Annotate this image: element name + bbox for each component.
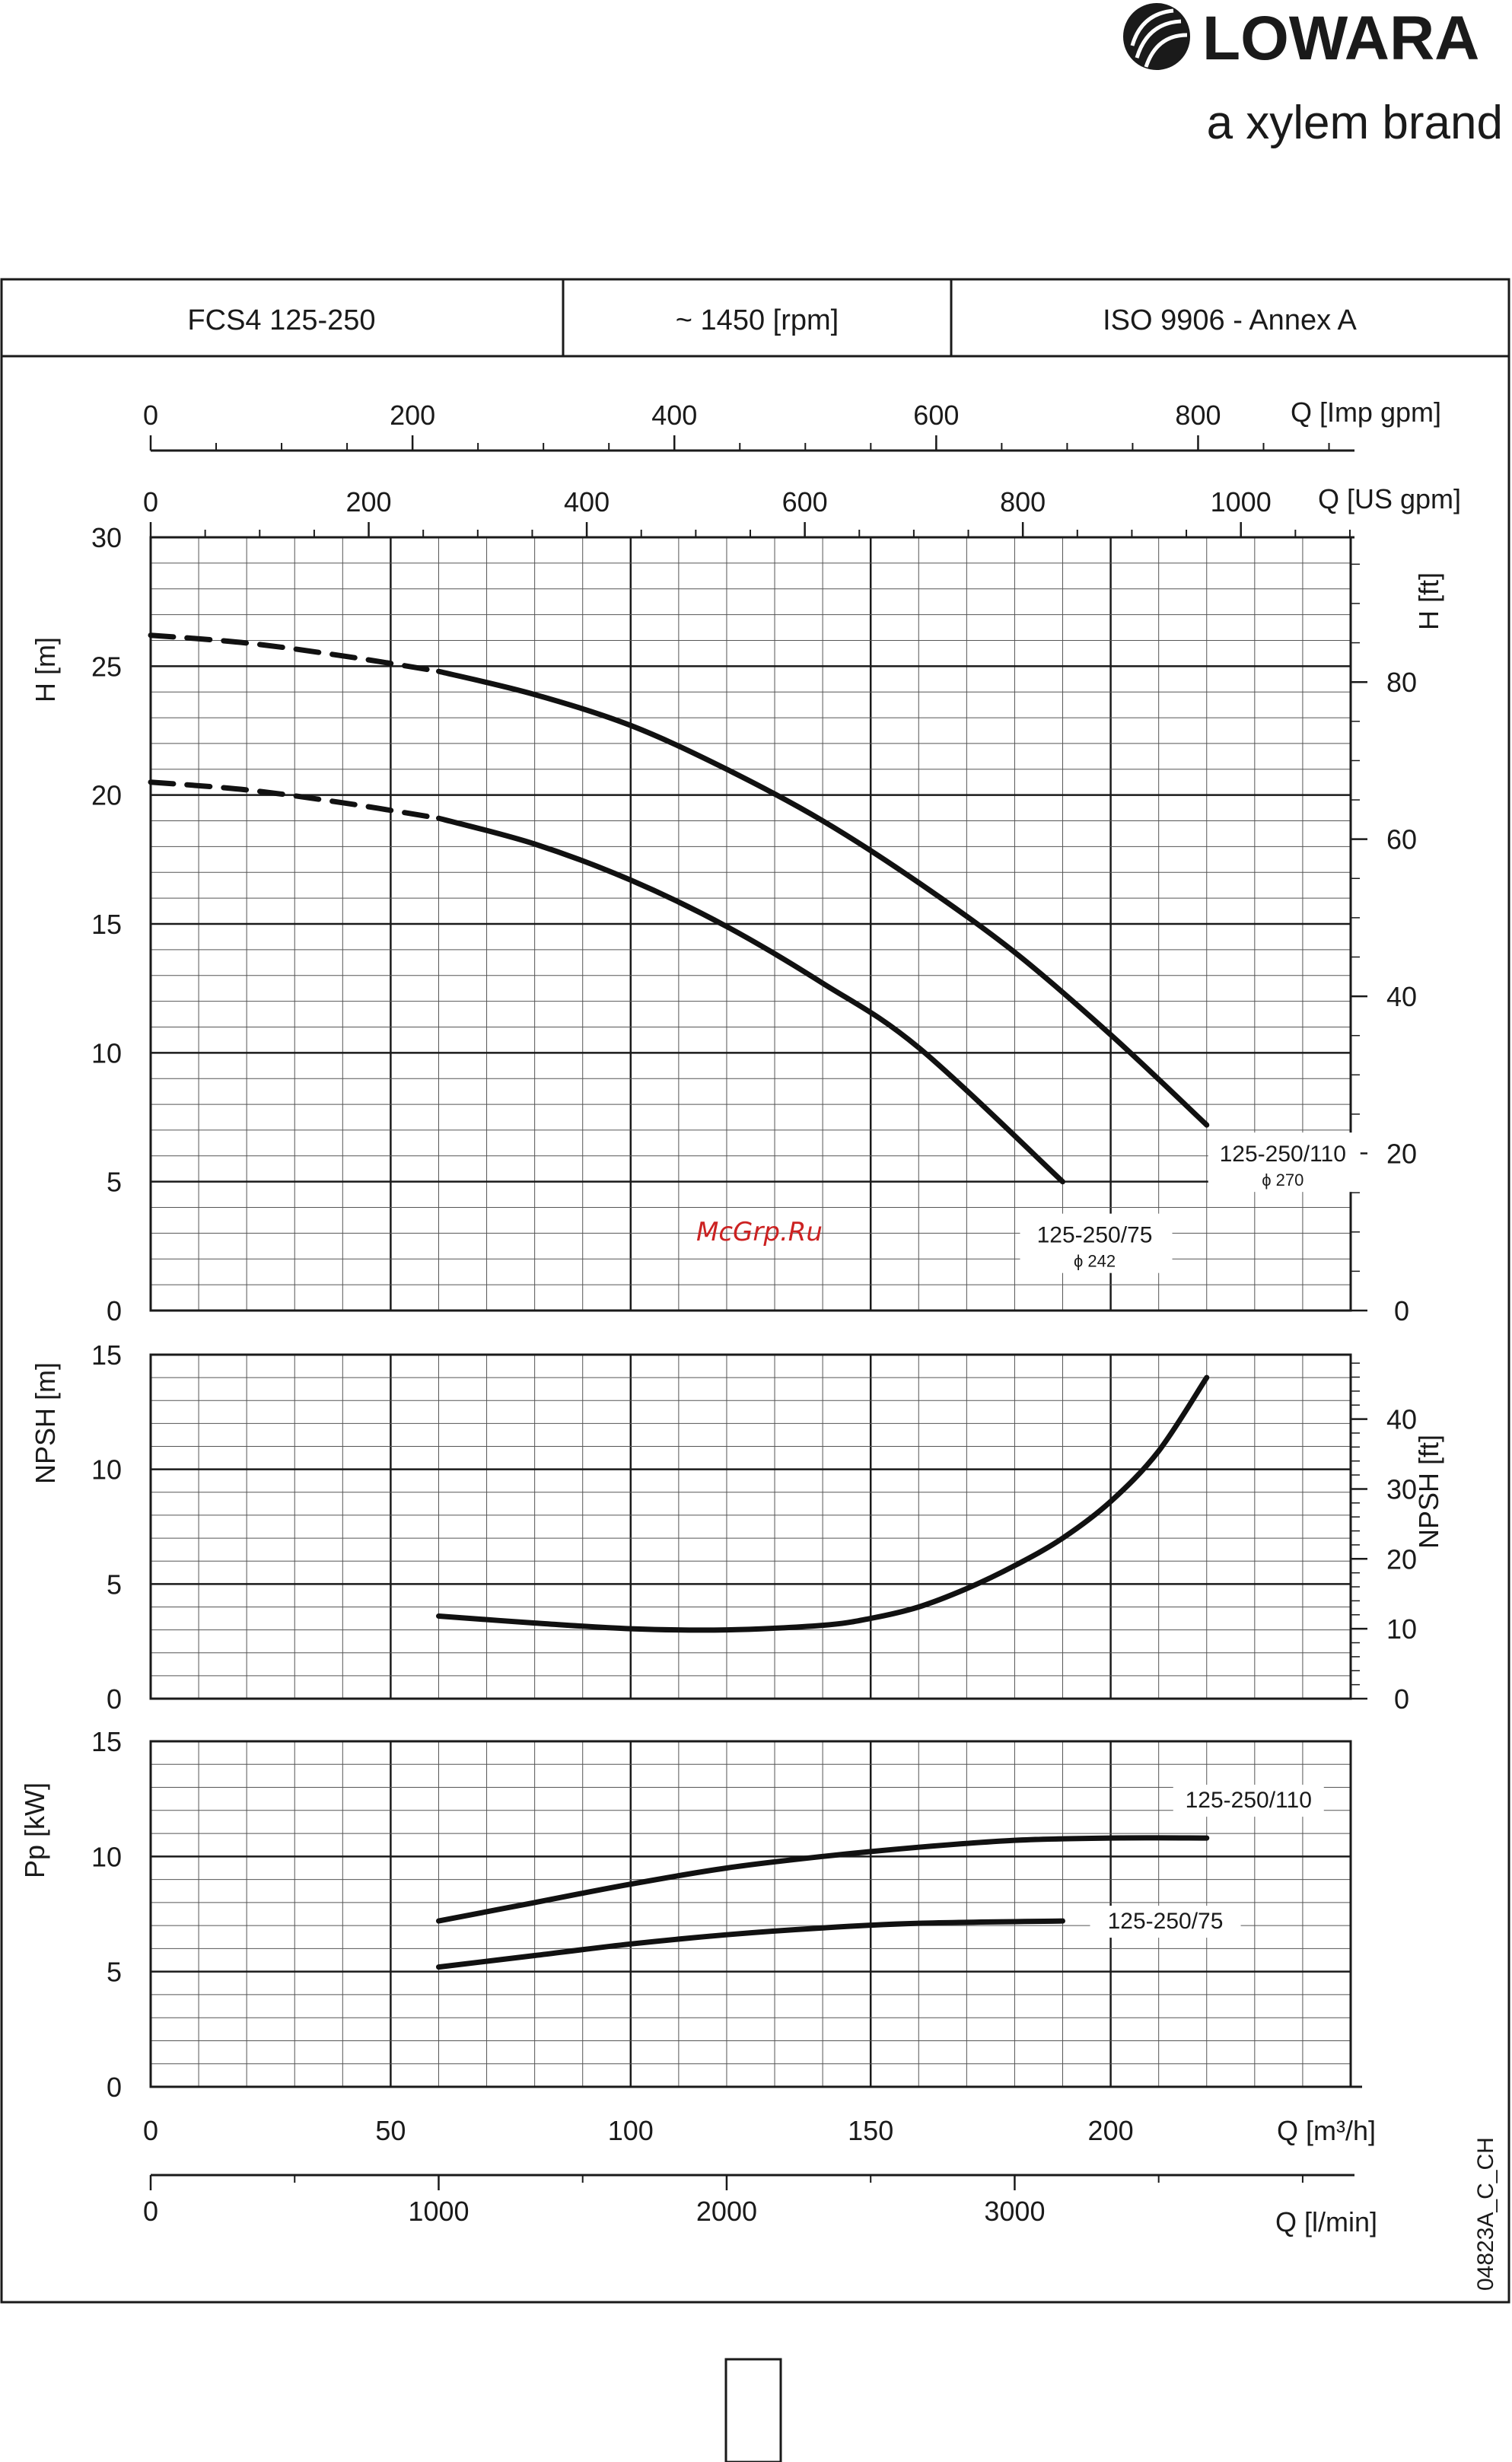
y-tick-label: 0 xyxy=(107,1295,122,1327)
series-line-dashed xyxy=(148,632,441,674)
axis-tick-label: 1000 xyxy=(408,2196,469,2227)
plot-area xyxy=(149,1740,1352,2088)
y-tick-label: 10 xyxy=(91,1454,122,1486)
y-right-tick-label: 0 xyxy=(1394,1683,1409,1715)
axis-label: Q [m³/h] xyxy=(1277,2115,1376,2146)
series-line xyxy=(436,815,1065,1185)
y-right-tick-label: 0 xyxy=(1394,1295,1409,1327)
axis-tick-label: 0 xyxy=(143,486,158,518)
axis-tick-label: 1000 xyxy=(1211,486,1272,518)
axis-tick-label: 100 xyxy=(608,2115,654,2146)
y-right-tick-label: 10 xyxy=(1386,1613,1417,1645)
axis-tick-label: 200 xyxy=(390,400,435,431)
page-number-box xyxy=(724,2358,782,2462)
y-tick-label: 20 xyxy=(91,780,122,811)
lowara-logo: LOWARA a xylem brand xyxy=(1123,3,1503,149)
head-panel: 0 5 10 15 20 25 30 H [m] 0 20 40 60 80 H [ft] 125-250/… xyxy=(30,522,1444,1327)
series-label: 125-250/75 xyxy=(1037,1223,1153,1248)
axis-tick-label: 400 xyxy=(651,400,697,431)
y-right-tick-label: 40 xyxy=(1386,1404,1417,1435)
brand-name: LOWARA xyxy=(1202,4,1479,73)
plot-area xyxy=(149,536,1352,1312)
y-right-tick-label: 80 xyxy=(1386,667,1417,698)
y-right-tick-label: 60 xyxy=(1386,824,1417,855)
header-standard: ISO 9906 - Annex A xyxy=(1103,304,1357,336)
y-right-tick-label: 40 xyxy=(1386,981,1417,1012)
y-tick-label: 25 xyxy=(91,651,122,682)
y-tick-label: 10 xyxy=(91,1841,122,1872)
y-tick-label: 5 xyxy=(107,1569,122,1600)
header-model: FCS4 125-250 xyxy=(187,304,375,336)
watermark-text: McGrp.Ru xyxy=(696,1217,823,1247)
axis-tick-label: 200 xyxy=(1088,2115,1134,2146)
axis-tick-label: 400 xyxy=(564,486,610,518)
brand-tagline: a xylem brand xyxy=(1207,97,1503,149)
bottom-flow-axes: 0 50 100 150 200 Q [m³/h] 0 1000 2000 3000 Q [l/mi… xyxy=(143,2085,1377,2237)
series-sublabel: ϕ 270 xyxy=(1262,1170,1304,1190)
header-speed: ~ 1450 [rpm] xyxy=(676,304,839,336)
drawing-code: 04823A_C_CH xyxy=(1473,2137,1498,2291)
axis-tick-label: 600 xyxy=(913,400,959,431)
y-tick-label: 10 xyxy=(91,1037,122,1069)
series-label: 125-250/75 xyxy=(1108,1909,1224,1934)
y-axis-label: NPSH [m] xyxy=(30,1362,61,1484)
lowara-swirl-icon xyxy=(1123,3,1190,70)
axis-tick-label: 0 xyxy=(143,2196,158,2227)
y-tick-label: 5 xyxy=(107,1957,122,1988)
series-label: 125-250/110 xyxy=(1186,1788,1312,1813)
y-right-tick-label: 30 xyxy=(1386,1473,1417,1505)
axis-tick-label: 0 xyxy=(143,2115,158,2146)
series-line xyxy=(436,1374,1210,1633)
series-line xyxy=(436,1835,1210,1924)
axis-tick-label: 600 xyxy=(782,486,828,518)
series-line xyxy=(436,668,1210,1128)
series-label: 125-250/110 xyxy=(1220,1142,1346,1167)
series-label-bg xyxy=(1208,1132,1361,1193)
y-axis-label: Pp [kW] xyxy=(19,1782,50,1878)
series-label-bg xyxy=(1020,1213,1173,1273)
axis-tick-label: 2000 xyxy=(696,2196,757,2227)
series-label-bg xyxy=(1173,1785,1324,1817)
axis-tick-label: 50 xyxy=(375,2115,406,2146)
axis-label: Q [US gpm] xyxy=(1318,483,1461,514)
axis-tick-label: 3000 xyxy=(984,2196,1045,2227)
axis-label: Q [Imp gpm] xyxy=(1291,397,1441,428)
y-tick-label: 5 xyxy=(107,1167,122,1198)
axis-tick-label: 800 xyxy=(1000,486,1046,518)
y-tick-label: 0 xyxy=(107,1683,122,1715)
y-tick-label: 15 xyxy=(91,909,122,940)
y-tick-label: 0 xyxy=(107,2072,122,2103)
y-tick-label: 30 xyxy=(91,522,122,553)
axis-tick-label: 800 xyxy=(1175,400,1221,431)
series-sublabel: ϕ 242 xyxy=(1074,1252,1116,1271)
axis-tick-label: 200 xyxy=(346,486,392,518)
top-flow-axes: 0 200 400 600 800 Q [Imp gpm] 0 200 400 600 800 100… xyxy=(143,397,1461,539)
plot-area xyxy=(149,1353,1352,1700)
series-line xyxy=(436,1918,1065,1970)
series-label-bg xyxy=(1090,1906,1241,1938)
series-line-dashed xyxy=(148,779,441,821)
y-axis-label: H [m] xyxy=(30,637,61,702)
y-tick-label: 15 xyxy=(91,1339,122,1371)
y-tick-label: 15 xyxy=(91,1726,122,1757)
y-right-tick-label: 20 xyxy=(1386,1543,1417,1575)
y-right-axis-label: H [ft] xyxy=(1413,572,1444,630)
chart-border xyxy=(0,278,1510,2304)
axis-label: Q [l/min] xyxy=(1275,2206,1377,2237)
y-right-axis-label: NPSH [ft] xyxy=(1413,1435,1444,1549)
axis-tick-label: 150 xyxy=(848,2115,893,2146)
power-panel: 0 5 10 15 Pp [kW] 125-250/110 125-250/75 xyxy=(19,1726,1352,2103)
axis-tick-label: 0 xyxy=(143,400,158,431)
y-right-tick-label: 20 xyxy=(1386,1139,1417,1170)
